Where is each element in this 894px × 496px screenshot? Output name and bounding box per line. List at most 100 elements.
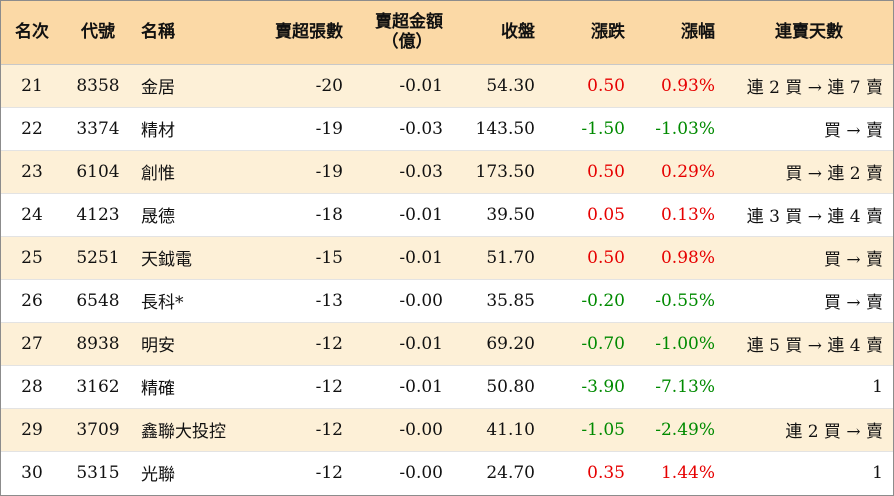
cell-rank: 27 bbox=[1, 322, 63, 366]
cell-code: 6548 bbox=[63, 279, 133, 323]
cell-consecutive-days: 買 → 賣 bbox=[725, 107, 893, 151]
cell-close: 24.70 bbox=[486, 462, 535, 483]
cell-sell-lots: -12 bbox=[257, 365, 353, 409]
cell-close: 143.50 bbox=[453, 107, 545, 151]
cell-code: 3709 bbox=[63, 408, 133, 452]
cell-sell-amount: -0.01 bbox=[353, 236, 453, 280]
table-row[interactable]: 25 5251 天鉞電 -15 -0.01 51.70 0.50 0.98% 買 → 賣 bbox=[1, 236, 893, 280]
cell-change: -1.05 bbox=[545, 408, 635, 452]
table-row[interactable]: 22 3374 精材 -19 -0.03 143.50 -1.50 -1.03% 買 → 賣 bbox=[1, 107, 893, 151]
cell-change-pct: 0.93% bbox=[635, 64, 725, 108]
cell-name: 長科* bbox=[133, 279, 257, 323]
cell-change-pct: -2.49% bbox=[635, 408, 725, 452]
sell-amount-header-line2: （億） bbox=[381, 32, 433, 53]
cell-consecutive-days: 連 2 買 → 連 7 賣 bbox=[725, 64, 893, 108]
cell-change-pct: 1.44% bbox=[660, 462, 715, 483]
cell-change: 0.50 bbox=[545, 150, 635, 194]
cell-change: 0.50 bbox=[545, 236, 635, 280]
column-header-change-pct[interactable]: 漲幅 bbox=[635, 1, 725, 65]
cell-code: 4123 bbox=[63, 193, 133, 237]
cell-change-pct: -1.00% bbox=[635, 322, 725, 366]
cell-sell-amount: -0.03 bbox=[353, 150, 453, 194]
cell-consecutive-days: 買 → 賣 bbox=[725, 279, 893, 323]
cell-consecutive-days: 連 3 買 → 連 4 賣 bbox=[725, 193, 893, 237]
cell-consecutive-days: 買 → 賣 bbox=[725, 236, 893, 280]
cell-sell-amount: -0.00 bbox=[353, 408, 453, 452]
cell-consecutive-days: 1 bbox=[872, 462, 883, 483]
cell-name: 光聯 bbox=[141, 465, 175, 486]
cell-close: 69.20 bbox=[453, 322, 545, 366]
cell-change: -0.20 bbox=[545, 279, 635, 323]
cell-consecutive-days: 連 5 買 → 連 4 賣 bbox=[725, 322, 893, 366]
cell-close: 54.30 bbox=[453, 64, 545, 108]
cell-change-pct: -1.03% bbox=[635, 107, 725, 151]
cell-rank: 22 bbox=[1, 107, 63, 151]
cell-close: 50.80 bbox=[453, 365, 545, 409]
cell-code: 3162 bbox=[63, 365, 133, 409]
cell-rank: 21 bbox=[1, 64, 63, 108]
cell-change-pct: 0.29% bbox=[635, 150, 725, 194]
table-row[interactable]: 27 8938 明安 -12 -0.01 69.20 -0.70 -1.00% 連 5 買 → … bbox=[1, 322, 893, 366]
table-body: 21 8358 金居 -20 -0.01 54.30 0.50 0.93% 連 2 買 → 連 … bbox=[1, 64, 893, 494]
cell-rank: 23 bbox=[1, 150, 63, 194]
cell-name: 創惟 bbox=[133, 150, 257, 194]
cell-name: 晟德 bbox=[133, 193, 257, 237]
column-header-consecutive-days[interactable]: 連賣天數 bbox=[725, 1, 893, 65]
cell-change: 0.35 bbox=[587, 462, 625, 483]
cell-change: -1.50 bbox=[545, 107, 635, 151]
column-header-sell-amount[interactable]: 賣超金額 （億） bbox=[353, 1, 453, 65]
table-header-row: 名次 代號 名稱 賣超張數 賣超金額 （億） 收盤 漲跌 漲幅 連賣天數 bbox=[1, 1, 893, 65]
cell-rank: 29 bbox=[1, 408, 63, 452]
cell-close: 51.70 bbox=[453, 236, 545, 280]
cell-name: 精確 bbox=[133, 365, 257, 409]
cell-rank: 28 bbox=[1, 365, 63, 409]
cell-code: 8358 bbox=[63, 64, 133, 108]
table-row[interactable]: 23 6104 創惟 -19 -0.03 173.50 0.50 0.29% 買 → 連 2 賣 bbox=[1, 150, 893, 194]
column-header-sell-lots[interactable]: 賣超張數 bbox=[257, 1, 353, 65]
table-row[interactable]: 24 4123 晟德 -18 -0.01 39.50 0.05 0.13% 連 3 買 → 連 … bbox=[1, 193, 893, 237]
cell-change-pct: 0.98% bbox=[635, 236, 725, 280]
table-row[interactable]: 30 5315 光聯 -12 -0.00 24.70 0.35 1.44% 1 bbox=[1, 451, 893, 494]
column-header-name[interactable]: 名稱 bbox=[133, 1, 257, 65]
cell-code: 8938 bbox=[63, 322, 133, 366]
cell-name: 明安 bbox=[133, 322, 257, 366]
cell-change: 0.05 bbox=[545, 193, 635, 237]
cell-rank: 25 bbox=[1, 236, 63, 280]
cell-close: 39.50 bbox=[453, 193, 545, 237]
column-header-code[interactable]: 代號 bbox=[63, 1, 133, 65]
cell-sell-lots: -12 bbox=[315, 462, 343, 483]
cell-sell-lots: -19 bbox=[257, 107, 353, 151]
cell-consecutive-days: 連 2 買 → 賣 bbox=[725, 408, 893, 452]
cell-change-pct: -0.55% bbox=[635, 279, 725, 323]
column-header-close[interactable]: 收盤 bbox=[453, 1, 545, 65]
table-row[interactable]: 26 6548 長科* -13 -0.00 35.85 -0.20 -0.55% 買 → 賣 bbox=[1, 279, 893, 323]
cell-sell-lots: -18 bbox=[257, 193, 353, 237]
column-header-change[interactable]: 漲跌 bbox=[545, 1, 635, 65]
cell-code: 5251 bbox=[63, 236, 133, 280]
table-row[interactable]: 21 8358 金居 -20 -0.01 54.30 0.50 0.93% 連 2 買 → 連 … bbox=[1, 64, 893, 108]
sell-amount-header-line1: 賣超金額 bbox=[375, 12, 443, 33]
cell-change-pct: -7.13% bbox=[635, 365, 725, 409]
column-header-rank[interactable]: 名次 bbox=[1, 1, 63, 65]
cell-code: 6104 bbox=[63, 150, 133, 194]
cell-name: 金居 bbox=[133, 64, 257, 108]
cell-change-pct: 0.13% bbox=[635, 193, 725, 237]
cell-sell-lots: -20 bbox=[257, 64, 353, 108]
cell-code: 3374 bbox=[63, 107, 133, 151]
cell-sell-amount: -0.01 bbox=[353, 64, 453, 108]
cell-sell-lots: -12 bbox=[257, 408, 353, 452]
cell-sell-lots: -12 bbox=[257, 322, 353, 366]
cell-code: 5315 bbox=[76, 462, 120, 483]
cell-change: -0.70 bbox=[545, 322, 635, 366]
table-row[interactable]: 29 3709 鑫聯大投控 -12 -0.00 41.10 -1.05 -2.49% 連 2 買… bbox=[1, 408, 893, 452]
cell-sell-lots: -13 bbox=[257, 279, 353, 323]
cell-rank: 24 bbox=[1, 193, 63, 237]
cell-name: 鑫聯大投控 bbox=[133, 408, 257, 452]
cell-rank: 30 bbox=[21, 462, 43, 483]
cell-sell-amount: -0.00 bbox=[353, 279, 453, 323]
cell-close: 41.10 bbox=[453, 408, 545, 452]
cell-consecutive-days: 買 → 連 2 賣 bbox=[725, 150, 893, 194]
table-row[interactable]: 28 3162 精確 -12 -0.01 50.80 -3.90 -7.13% 1 bbox=[1, 365, 893, 409]
